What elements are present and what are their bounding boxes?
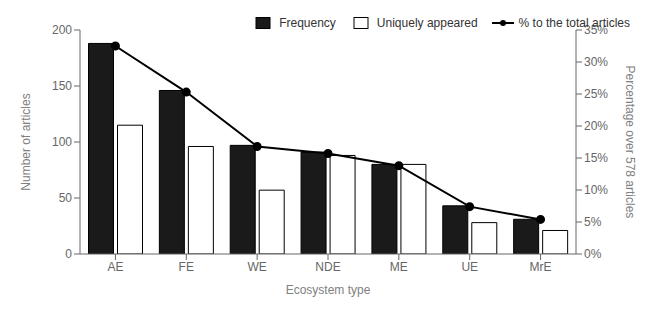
svg-text:200: 200 <box>52 23 72 37</box>
svg-text:Number of articles: Number of articles <box>19 93 33 190</box>
svg-text:NDE: NDE <box>315 260 340 274</box>
svg-text:0%: 0% <box>584 247 602 261</box>
svg-text:Percentage over 578 articles: Percentage over 578 articles <box>623 66 637 219</box>
svg-text:10%: 10% <box>584 183 608 197</box>
svg-text:0: 0 <box>65 247 72 261</box>
svg-text:25%: 25% <box>584 87 608 101</box>
svg-text:UE: UE <box>461 260 478 274</box>
svg-text:150: 150 <box>52 79 72 93</box>
svg-text:50: 50 <box>59 191 73 205</box>
svg-text:35%: 35% <box>584 23 608 37</box>
svg-text:20%: 20% <box>584 119 608 133</box>
svg-text:100: 100 <box>52 135 72 149</box>
svg-text:5%: 5% <box>584 215 602 229</box>
svg-text:WE: WE <box>247 260 266 274</box>
svg-text:FE: FE <box>179 260 194 274</box>
svg-text:30%: 30% <box>584 55 608 69</box>
svg-text:AE: AE <box>107 260 123 274</box>
svg-text:Ecosystem type: Ecosystem type <box>286 283 371 297</box>
svg-text:MrE: MrE <box>530 260 552 274</box>
svg-text:15%: 15% <box>584 151 608 165</box>
svg-text:ME: ME <box>390 260 408 274</box>
